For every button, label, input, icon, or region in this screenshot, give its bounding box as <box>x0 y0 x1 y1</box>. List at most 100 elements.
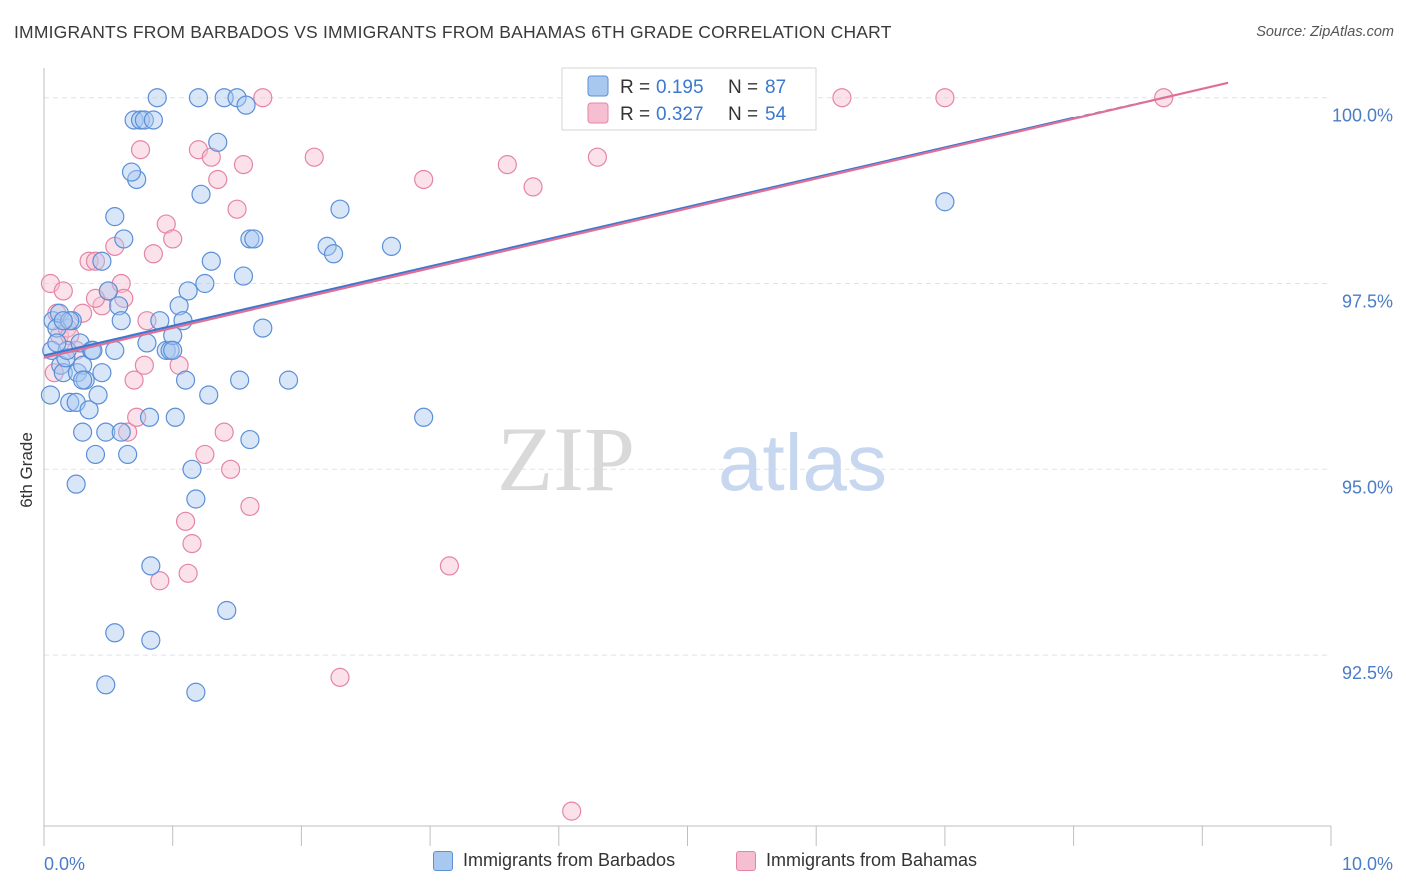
bahamas-point-25 <box>163 229 183 249</box>
barbados-point-30 <box>118 444 138 465</box>
bahamas-point-33 <box>208 169 228 190</box>
barbados-point-29 <box>114 229 134 249</box>
bahamas-point-36 <box>227 199 247 219</box>
y-axis-label: 6th Grade <box>17 432 36 508</box>
legend-r-label-1: R = <box>620 77 650 98</box>
barbados-point-18 <box>85 444 106 465</box>
x-tick-label-0: 0.0% <box>44 854 85 874</box>
trend-lines <box>43 81 1229 359</box>
barbados-point-27 <box>111 311 131 331</box>
barbados-point-84 <box>163 340 183 360</box>
barbados-point-37 <box>143 110 163 130</box>
bahamas-point-31 <box>195 444 215 465</box>
barbados-point-22 <box>92 251 112 271</box>
bottom-legend: Immigrants from Barbados Immigrants from… <box>0 850 1406 880</box>
axes <box>43 68 1332 846</box>
barbados-point-25 <box>105 340 125 360</box>
watermark-zip: ZIP <box>497 408 635 510</box>
bahamas-point-44 <box>497 155 517 175</box>
barbados-point-63 <box>244 229 264 249</box>
barbados-point-51 <box>191 184 211 204</box>
bahamas-point-19 <box>130 140 151 160</box>
bahamas-point-35 <box>221 459 241 479</box>
bahamas-point-51 <box>935 88 955 108</box>
bahamas-point-20 <box>134 355 154 375</box>
barbados-point-14 <box>73 355 93 375</box>
legend-r-value-1: 0.195 <box>656 77 704 98</box>
y-tick-label-3: 92.5% <box>1342 663 1393 683</box>
barbados-point-52 <box>195 273 215 294</box>
barbados-point-20 <box>66 474 86 494</box>
y-tick-labels: 100.0% 97.5% 95.0% 92.5% <box>1332 106 1393 683</box>
barbados-point-76 <box>141 556 161 576</box>
legend-n-value-2: 54 <box>765 104 787 125</box>
barbados-trend-line <box>43 116 1074 357</box>
legend-label-bahamas: Immigrants from Bahamas <box>766 850 978 870</box>
barbados-point-48 <box>182 459 202 479</box>
barbados-point-61 <box>236 95 256 115</box>
bahamas-point-46 <box>562 801 582 821</box>
barbados-point-67 <box>317 236 337 256</box>
legend-r-value-2: 0.327 <box>656 104 704 125</box>
barbados-point-74 <box>96 675 116 695</box>
x-tick-label-1: 10.0% <box>1342 854 1393 874</box>
barbados-point-47 <box>178 281 198 301</box>
barbados-point-46 <box>175 370 196 390</box>
source-label: Source: ZipAtlas.com <box>1256 24 1394 40</box>
legend-n-label-2: N = <box>728 104 758 125</box>
barbados-point-83 <box>935 192 955 212</box>
bahamas-trend-line <box>43 81 1229 359</box>
legend-swatch-blue <box>587 75 609 97</box>
legend-item-bahamas[interactable]: Immigrants from Bahamas <box>736 850 977 871</box>
bahamas-point-22 <box>143 244 163 264</box>
barbados-point-28 <box>111 422 131 442</box>
legend-r-label-2: R = <box>620 104 650 125</box>
barbados-point-36 <box>139 407 160 427</box>
barbados-point-59 <box>230 370 250 390</box>
barbados-point-35 <box>137 333 157 353</box>
barbados-point-26 <box>109 296 129 316</box>
barbados-point-70 <box>381 236 402 256</box>
barbados-point-24 <box>96 422 116 442</box>
legend-swatch-bahamas <box>736 850 756 871</box>
bahamas-point-28 <box>178 563 198 583</box>
barbados-point-68 <box>323 244 344 264</box>
barbados-point-9 <box>60 392 80 413</box>
bahamas-point-27 <box>175 511 196 531</box>
bahamas-point-40 <box>304 147 324 167</box>
barbados-point-77 <box>105 207 125 227</box>
y-tick-label-1: 97.5% <box>1342 292 1393 312</box>
series-barbados-points <box>40 88 955 702</box>
barbados-point-23 <box>98 281 118 301</box>
barbados-point-49 <box>186 489 206 509</box>
legend-label-barbados: Immigrants from Barbados <box>463 850 676 870</box>
bahamas-point-10 <box>85 251 106 271</box>
chart-title: IMMIGRANTS FROM BARBADOS VS IMMIGRANTS F… <box>14 22 892 42</box>
bahamas-point-41 <box>330 667 350 687</box>
watermark: ZIP atlas <box>497 408 887 510</box>
bahamas-point-50 <box>832 88 852 108</box>
barbados-point-73 <box>141 630 161 650</box>
barbados-point-6 <box>53 363 73 383</box>
barbados-point-55 <box>208 132 228 152</box>
legend-swatch-pink <box>587 102 609 124</box>
bahamas-point-47 <box>587 147 608 167</box>
barbados-point-44 <box>169 296 189 316</box>
barbados-point-82 <box>47 333 67 353</box>
barbados-point-54 <box>201 251 221 271</box>
bahamas-point-37 <box>233 155 254 175</box>
barbados-point-57 <box>217 600 237 621</box>
y-tick-label-0: 100.0% <box>1332 106 1393 126</box>
barbados-point-50 <box>188 88 209 108</box>
barbados-point-16 <box>79 400 99 420</box>
barbados-point-31 <box>124 110 144 130</box>
barbados-point-81 <box>60 311 80 331</box>
barbados-point-72 <box>105 623 125 643</box>
bahamas-point-16 <box>118 422 138 442</box>
barbados-point-79 <box>92 363 112 383</box>
bahamas-point-39 <box>253 88 273 108</box>
bahamas-point-45 <box>523 177 543 197</box>
bahamas-point-38 <box>240 496 260 517</box>
legend-n-label-1: N = <box>728 77 758 98</box>
legend-item-barbados[interactable]: Immigrants from Barbados <box>433 850 675 871</box>
